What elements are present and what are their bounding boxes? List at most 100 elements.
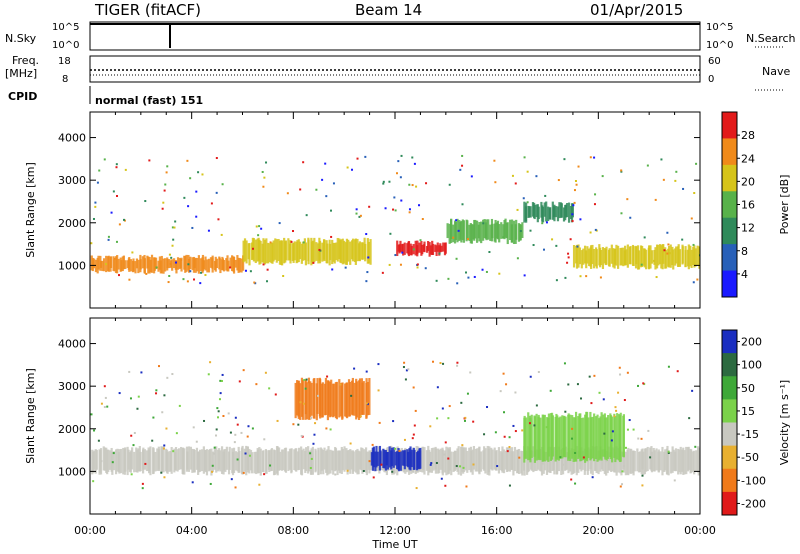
velocity-cell <box>341 382 344 419</box>
power-point <box>519 230 522 233</box>
velocity-cell <box>605 450 608 476</box>
power-cell <box>595 249 598 269</box>
power-cell <box>562 207 566 222</box>
velocity-cell <box>107 449 110 472</box>
power-point <box>166 165 169 168</box>
power-cell <box>567 202 571 223</box>
velocity-point <box>263 438 266 441</box>
velocity-cell <box>615 446 618 476</box>
power-point <box>416 266 419 269</box>
velocity-point <box>258 483 261 486</box>
velocity-cell <box>365 378 368 418</box>
velocity-cell <box>571 415 574 459</box>
velocity-cell <box>597 450 600 475</box>
velocity-cell <box>561 415 564 459</box>
velocity-point <box>329 428 332 431</box>
power-cell <box>396 240 399 257</box>
nsearch-tick-top: 10^5 <box>706 22 733 33</box>
velocity-cell <box>222 449 226 471</box>
power-point <box>411 184 414 187</box>
velocity-cell <box>409 446 412 471</box>
power-point <box>164 183 167 186</box>
power-cell <box>342 240 346 264</box>
xtick-label: 08:00 <box>277 524 309 537</box>
power-cell <box>429 245 432 255</box>
velocity-cell <box>457 446 460 475</box>
power-cell <box>364 243 367 262</box>
power-point <box>346 166 349 169</box>
velocity-cell <box>191 448 194 473</box>
velocity-cell <box>156 448 159 471</box>
velocity-point <box>175 432 178 435</box>
power-cell <box>194 257 197 273</box>
velocity-cell <box>598 418 601 461</box>
power-point <box>522 197 525 200</box>
power-cell <box>171 259 174 271</box>
velocity-cell <box>179 446 183 470</box>
power-point <box>173 226 176 229</box>
velocity-cell <box>246 446 250 473</box>
power-band <box>90 254 245 274</box>
velocity-cell <box>556 415 559 460</box>
power-point <box>626 198 629 201</box>
velocity-cell <box>243 448 246 472</box>
power-cell <box>509 219 512 241</box>
velocity-cell <box>591 416 594 459</box>
power-point <box>516 257 519 260</box>
power-cell <box>547 206 550 222</box>
power-point <box>229 266 232 269</box>
power-cell <box>692 246 695 266</box>
power-cell <box>460 220 463 243</box>
velocity-cell <box>341 448 344 471</box>
velocity-cell <box>386 452 389 470</box>
velocity-point <box>234 416 237 419</box>
velocity-point <box>365 370 368 373</box>
velocity-colorbar-label: Velocity [m s⁻¹] <box>778 380 791 465</box>
velocity-cell <box>574 411 578 462</box>
velocity-point <box>209 482 212 485</box>
power-point <box>457 229 460 232</box>
power-point <box>529 229 532 232</box>
velocity-cell <box>471 449 474 475</box>
power-cell <box>150 254 154 273</box>
velocity-cell <box>636 448 639 472</box>
velocity-cell <box>277 447 281 471</box>
power-point <box>681 238 684 241</box>
velocity-point <box>563 362 566 365</box>
power-point <box>161 207 164 210</box>
power-point <box>187 205 190 208</box>
power-cell <box>166 258 169 269</box>
power-point <box>473 275 476 278</box>
power-cell <box>684 246 687 267</box>
velocity-scatter <box>90 360 697 490</box>
power-point <box>382 180 385 183</box>
power-cell <box>245 240 248 264</box>
velocity-cell <box>270 448 274 471</box>
velocity-cell <box>672 449 675 471</box>
power-point <box>461 164 464 167</box>
power-point <box>251 247 254 250</box>
velocity-cell <box>268 450 271 473</box>
velocity-cell <box>372 446 376 468</box>
power-cell <box>698 246 700 269</box>
velocity-cell <box>450 451 453 476</box>
velocity-cell <box>659 451 662 471</box>
power-cell <box>605 246 608 265</box>
power-cell <box>137 259 140 274</box>
velocity-cell <box>178 448 181 470</box>
power-cell <box>498 224 501 243</box>
power-point <box>470 175 473 178</box>
power-point <box>667 243 670 246</box>
power-point <box>498 272 501 275</box>
power-cell <box>608 248 611 267</box>
power-point <box>551 238 554 241</box>
velocity-cell <box>302 448 305 470</box>
power-cell <box>696 245 699 266</box>
velocity-cell <box>282 449 285 471</box>
velocity-point <box>97 439 100 442</box>
velocity-cell <box>248 448 251 474</box>
velocity-point <box>602 398 605 401</box>
power-cell <box>289 240 292 264</box>
power-cell <box>625 249 628 266</box>
